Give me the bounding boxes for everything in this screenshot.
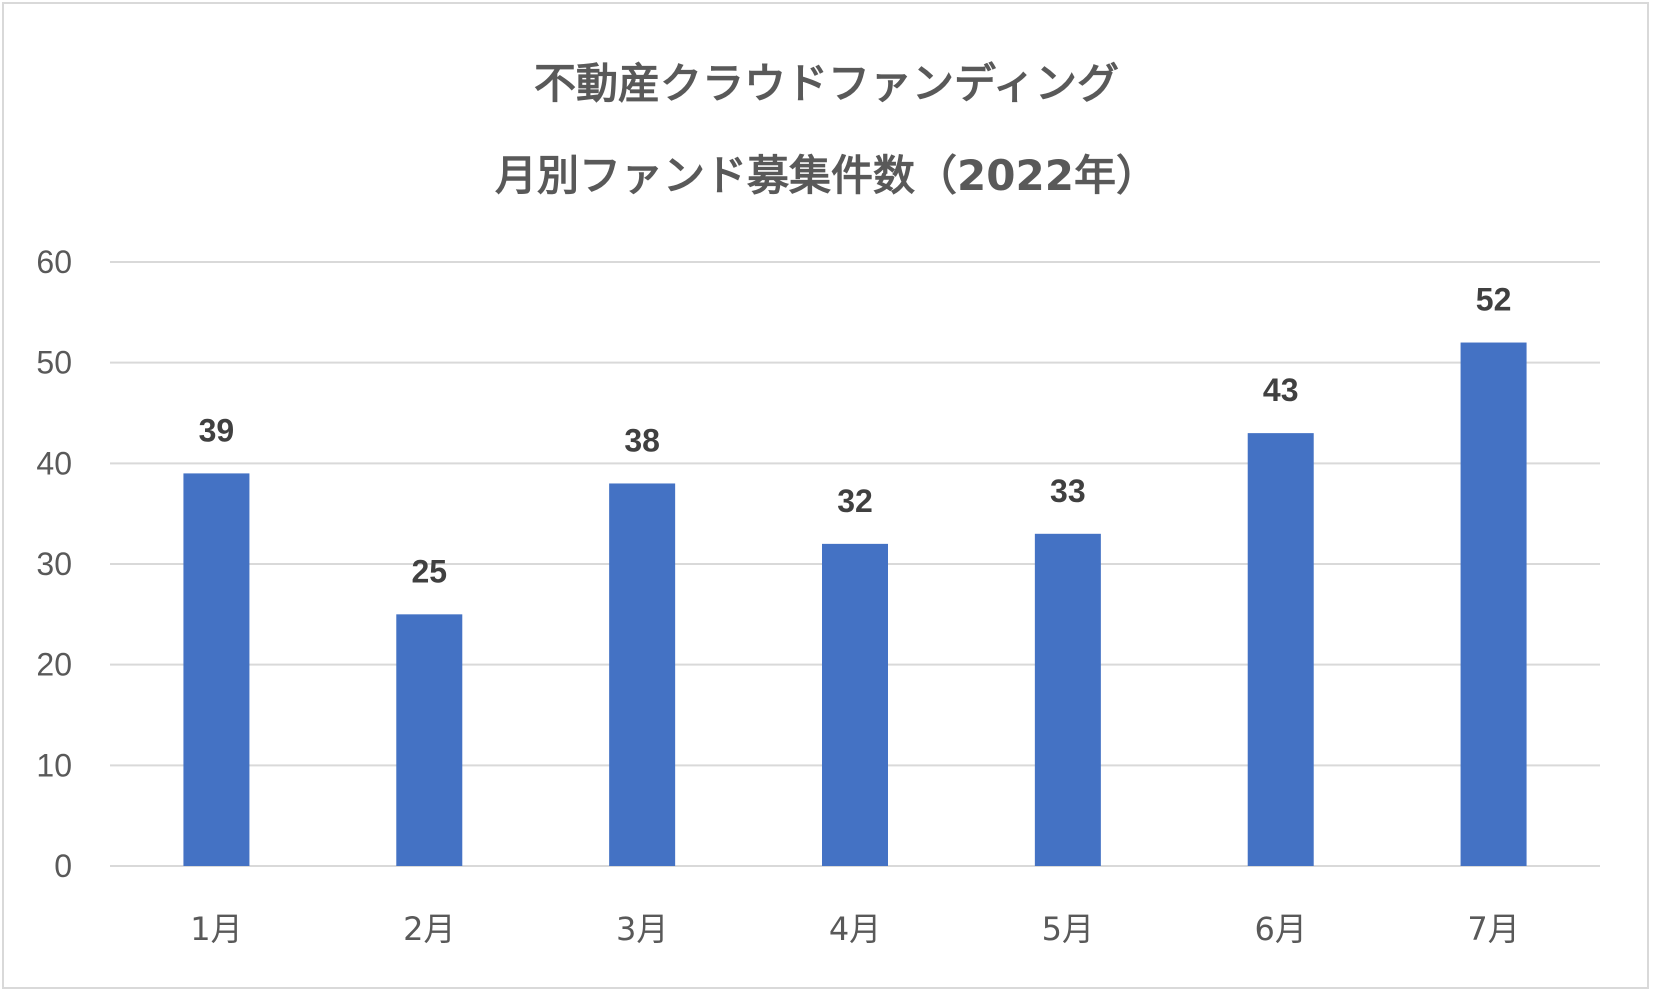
bar-6 <box>1247 433 1314 866</box>
bars <box>183 342 1527 866</box>
x-tick-label: 3月 <box>616 910 668 948</box>
data-labels: 39 25 38 32 33 43 52 <box>199 282 1512 590</box>
y-axis-tick-labels: 0 10 20 30 40 50 60 <box>36 244 72 884</box>
x-tick-label: 7月 <box>1467 910 1519 948</box>
y-tick-label: 10 <box>36 747 72 783</box>
y-tick-label: 40 <box>36 445 72 481</box>
data-label: 39 <box>199 412 235 448</box>
bar-3 <box>609 483 676 866</box>
bar-4 <box>822 543 888 866</box>
y-tick-label: 50 <box>36 345 72 381</box>
y-tick-label: 60 <box>36 244 72 280</box>
y-tick-label: 0 <box>54 848 72 884</box>
y-tick-label: 30 <box>36 546 72 582</box>
data-label: 32 <box>837 483 873 519</box>
bar-1 <box>183 473 250 866</box>
bar-2 <box>396 614 463 866</box>
data-label: 25 <box>411 553 447 589</box>
data-label: 38 <box>624 422 660 458</box>
data-label: 43 <box>1263 372 1299 408</box>
x-tick-label: 2月 <box>403 910 455 948</box>
x-tick-label: 1月 <box>190 910 242 948</box>
x-tick-label: 5月 <box>1042 910 1094 948</box>
data-label: 52 <box>1476 282 1512 318</box>
x-tick-label: 4月 <box>829 910 881 948</box>
chart-title-line-2: 月別ファンド募集件数（2022年） <box>495 151 1158 200</box>
bar-7 <box>1460 342 1527 866</box>
x-tick-label: 6月 <box>1255 910 1307 948</box>
chart-title-line-1: 不動産クラウドファンディング <box>533 59 1120 108</box>
bar-5 <box>1034 533 1101 866</box>
x-axis-tick-labels: 1月 2月 3月 4月 5月 6月 7月 <box>190 910 1520 948</box>
y-tick-label: 20 <box>36 647 72 683</box>
data-label: 33 <box>1050 473 1086 509</box>
